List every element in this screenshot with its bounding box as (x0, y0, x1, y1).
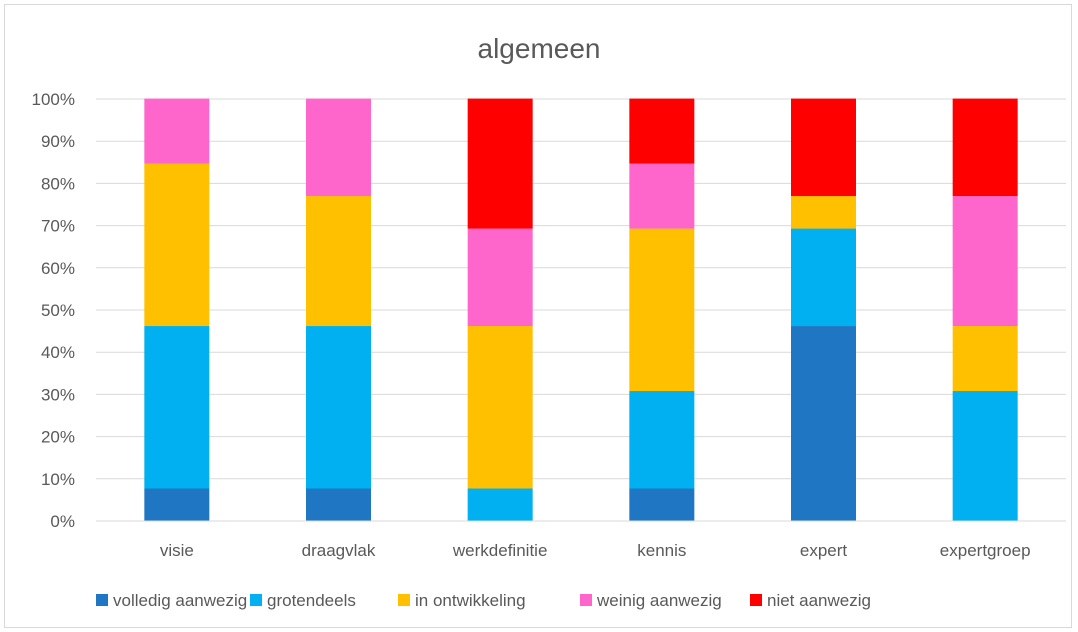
bar-segment (306, 488, 371, 521)
bar-segment (952, 196, 1018, 327)
bar-segment (629, 391, 695, 489)
y-tick-label: 50% (41, 301, 75, 320)
x-tick-label: werkdefinitie (452, 541, 548, 560)
bar-segment (306, 326, 371, 489)
y-tick-label: 40% (41, 343, 75, 362)
bar-segment (467, 488, 533, 521)
legend-swatch (580, 594, 592, 606)
bar-segment (791, 228, 856, 327)
legend-swatch (398, 594, 410, 606)
x-tick-label: expert (800, 541, 848, 560)
bar-segment (629, 98, 695, 164)
x-tick-label: draagvlak (302, 541, 376, 560)
bar-segment (629, 163, 695, 229)
chart-title: algemeen (478, 33, 601, 64)
legend-label: in ontwikkeling (415, 591, 526, 610)
bar-segment (306, 98, 371, 197)
legend-swatch (250, 594, 262, 606)
bar-segment (306, 196, 371, 327)
y-tick-label: 0% (50, 512, 75, 531)
bar-segment (144, 326, 210, 489)
legend-swatch (750, 594, 762, 606)
y-tick-label: 30% (41, 385, 75, 404)
bar-segment (791, 196, 856, 229)
bar-segment (144, 163, 210, 327)
legend-label: niet aanwezig (767, 591, 871, 610)
y-tick-label: 60% (41, 259, 75, 278)
bar-segment (467, 228, 533, 327)
bar-segment (791, 326, 856, 521)
bar-segment (144, 98, 210, 164)
bar-segment (952, 391, 1018, 521)
legend-label: volledig aanwezig (113, 591, 247, 610)
y-tick-label: 70% (41, 217, 75, 236)
x-tick-label: expertgroep (940, 541, 1031, 560)
y-tick-label: 10% (41, 470, 75, 489)
x-tick-label: kennis (637, 541, 686, 560)
bar-segment (952, 326, 1018, 392)
x-tick-label: visie (160, 541, 194, 560)
legend-label: grotendeels (267, 591, 356, 610)
y-tick-label: 90% (41, 132, 75, 151)
bar-segment (467, 326, 533, 489)
bar-segment (952, 98, 1018, 197)
bar-segment (791, 98, 856, 197)
legend-swatch (96, 594, 108, 606)
bar-segment (144, 488, 210, 521)
y-tick-label: 20% (41, 428, 75, 447)
bar-segment (629, 488, 695, 521)
legend-label: weinig aanwezig (596, 591, 722, 610)
y-tick-label: 100% (32, 90, 75, 109)
bar-segment (467, 98, 533, 229)
y-tick-label: 80% (41, 174, 75, 193)
bar-segment (629, 228, 695, 392)
